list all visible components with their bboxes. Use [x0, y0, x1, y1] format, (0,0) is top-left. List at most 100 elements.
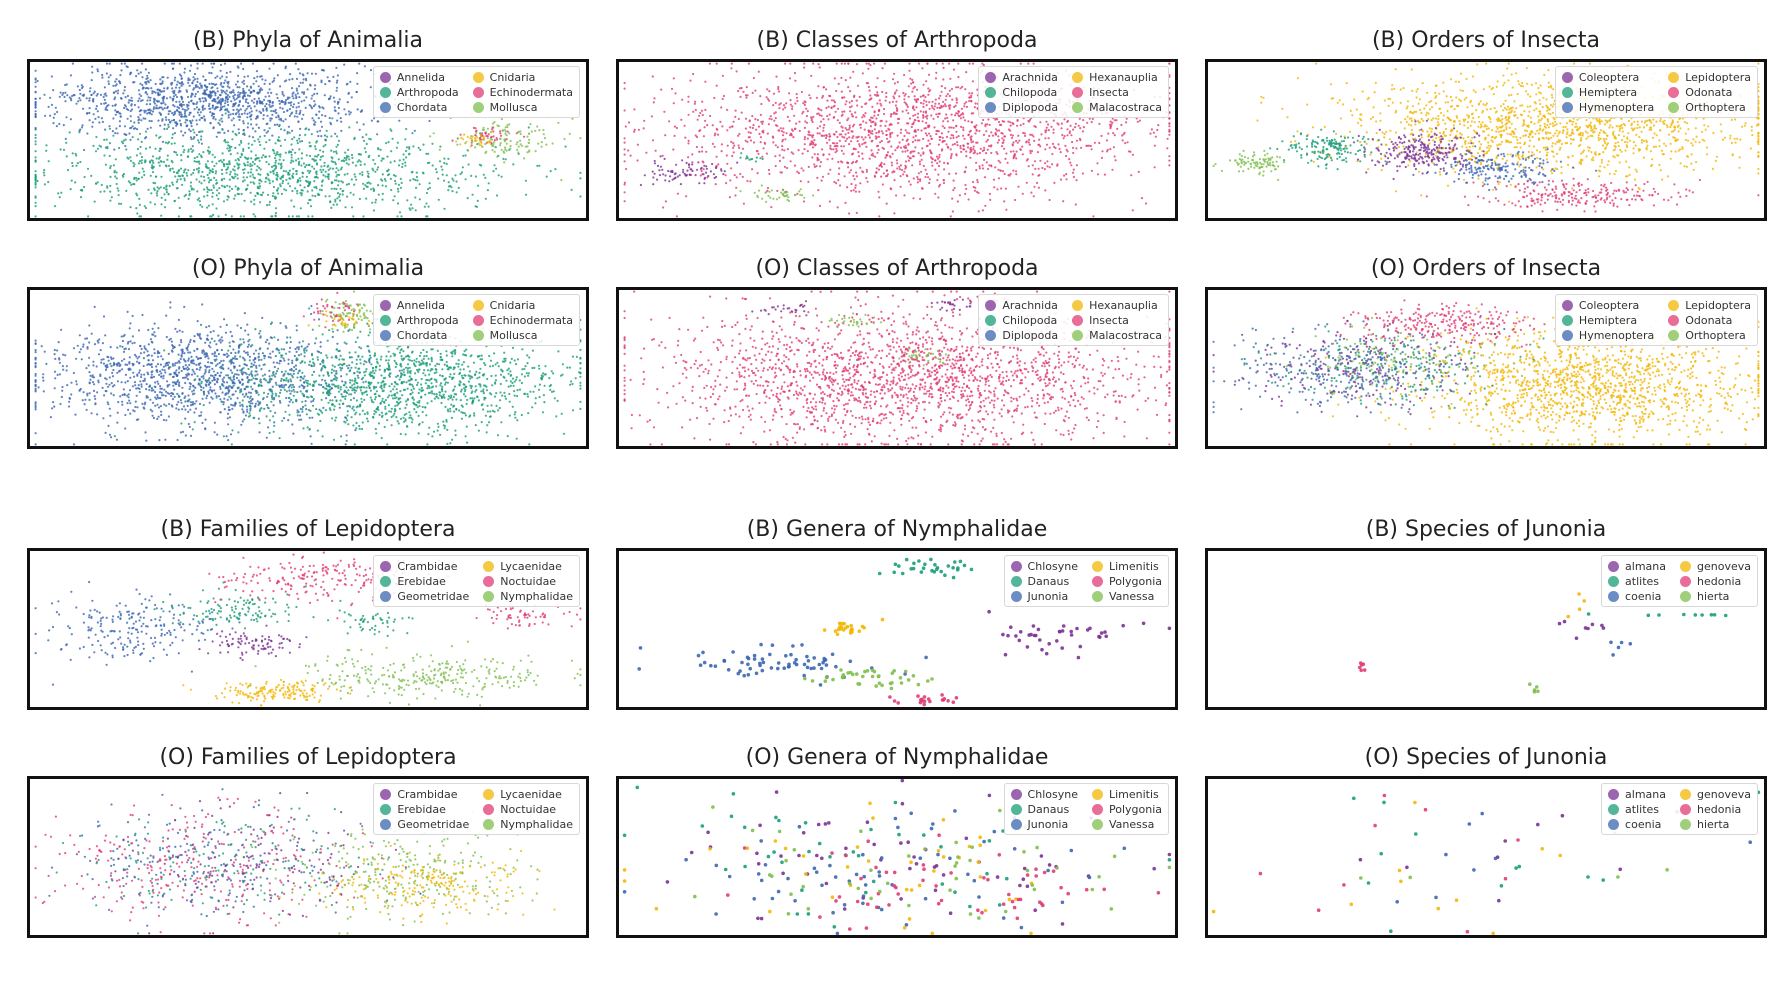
- data-point: [324, 170, 327, 173]
- data-point: [930, 137, 933, 140]
- data-point: [917, 128, 920, 131]
- data-point: [821, 148, 824, 151]
- data-point: [224, 141, 227, 144]
- data-point: [85, 97, 88, 100]
- data-point: [223, 91, 226, 94]
- data-point: [1513, 110, 1516, 113]
- data-point: [226, 94, 229, 97]
- data-point: [844, 133, 847, 136]
- data-point: [189, 181, 193, 184]
- data-point: [253, 97, 256, 101]
- data-point: [683, 124, 686, 127]
- data-point: [768, 99, 771, 102]
- data-point: [199, 203, 202, 207]
- data-point: [268, 155, 271, 158]
- data-point: [257, 173, 260, 176]
- data-point: [216, 75, 219, 78]
- data-point: [212, 82, 215, 86]
- data-point: [445, 162, 448, 165]
- data-point: [167, 141, 170, 144]
- data-point: [143, 109, 146, 112]
- data-point: [908, 62, 911, 65]
- data-point: [251, 136, 255, 139]
- data-point: [394, 182, 397, 185]
- data-point: [670, 87, 674, 90]
- data-point: [806, 121, 809, 124]
- data-point: [652, 101, 655, 104]
- data-point: [306, 169, 309, 172]
- data-point: [122, 92, 125, 95]
- data-point: [723, 170, 726, 173]
- data-point: [790, 128, 794, 131]
- data-point: [137, 116, 140, 119]
- data-point: [1485, 146, 1489, 149]
- data-point: [1502, 109, 1505, 112]
- data-point: [770, 118, 773, 121]
- data-point: [341, 181, 344, 184]
- data-point: [114, 113, 117, 116]
- data-point: [488, 141, 491, 144]
- data-point: [904, 160, 908, 163]
- data-point: [1449, 78, 1452, 81]
- data-point: [126, 117, 129, 120]
- legend-item: Chilopoda: [985, 85, 1058, 99]
- data-point: [1157, 124, 1160, 127]
- data-point: [918, 163, 922, 166]
- data-point: [623, 181, 626, 184]
- data-point: [734, 115, 737, 118]
- data-point: [345, 156, 348, 159]
- data-point: [184, 114, 187, 117]
- data-point: [271, 101, 274, 104]
- data-point: [1738, 156, 1741, 159]
- data-point: [863, 128, 866, 131]
- data-point: [102, 95, 105, 99]
- data-point: [936, 106, 939, 109]
- data-point: [1554, 132, 1557, 135]
- data-point: [970, 141, 973, 144]
- data-point: [159, 147, 162, 150]
- data-point: [188, 78, 191, 81]
- data-point: [916, 181, 919, 184]
- data-point: [981, 62, 984, 65]
- data-point: [896, 162, 899, 165]
- data-point: [262, 117, 265, 120]
- data-point: [255, 115, 258, 118]
- data-point: [412, 145, 415, 148]
- data-point: [296, 181, 299, 184]
- data-point: [268, 101, 271, 104]
- data-point: [425, 202, 428, 205]
- data-point: [840, 76, 843, 79]
- data-point: [242, 171, 245, 174]
- data-point: [135, 207, 138, 210]
- data-point: [918, 160, 921, 163]
- data-point: [1472, 89, 1475, 92]
- data-point: [504, 126, 507, 129]
- data-point: [751, 168, 754, 171]
- data-point: [264, 155, 267, 158]
- data-point: [682, 171, 685, 174]
- data-point: [204, 163, 207, 166]
- data-point: [201, 170, 204, 174]
- data-point: [171, 112, 174, 115]
- data-point: [182, 83, 185, 86]
- data-point: [929, 135, 932, 138]
- data-point: [1377, 146, 1380, 149]
- data-point: [786, 115, 789, 118]
- data-point: [146, 93, 149, 96]
- data-point: [936, 162, 939, 165]
- data-point: [234, 132, 237, 136]
- data-point: [908, 117, 912, 120]
- data-point: [752, 124, 755, 127]
- data-point: [163, 123, 166, 126]
- data-point: [131, 125, 134, 128]
- data-point: [324, 195, 327, 198]
- data-point: [273, 110, 277, 113]
- data-point: [237, 115, 240, 118]
- data-point: [540, 141, 543, 144]
- data-point: [956, 144, 959, 147]
- data-point: [244, 164, 247, 167]
- data-point: [856, 140, 859, 143]
- data-point: [426, 215, 429, 218]
- legend-label: Hexanauplia: [1089, 70, 1158, 84]
- data-point: [49, 96, 52, 99]
